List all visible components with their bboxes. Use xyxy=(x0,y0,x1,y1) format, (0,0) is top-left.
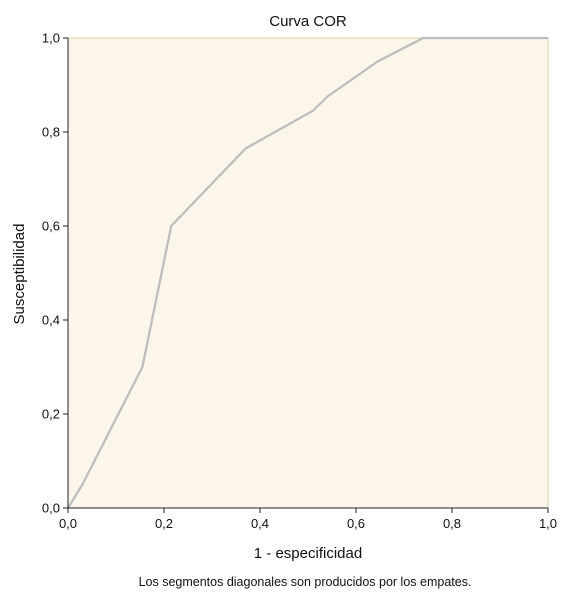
x-tick-label: 0,4 xyxy=(251,516,269,531)
roc-curve-line xyxy=(67,36,548,509)
chart-axes: 0,0 0,2 0,4 0,6 0,8 1,0 0,0 0,2 0,4 0,6 0,8 1,0 xyxy=(42,31,557,532)
x-tick-label: 1,0 xyxy=(539,516,557,531)
x-tick-label: 0,6 xyxy=(347,516,365,531)
x-axis-title: 1 - especificidad xyxy=(254,545,362,562)
chart-marks xyxy=(67,36,548,509)
x-tick-label: 0,8 xyxy=(443,516,461,531)
x-tick-label: 0,2 xyxy=(155,516,173,531)
y-axis-title: Susceptibilidad xyxy=(11,224,28,325)
y-tick-label: 0,8 xyxy=(42,125,60,140)
chart-title: Curva COR xyxy=(269,13,347,30)
x-tick-label: 0,0 xyxy=(59,516,77,531)
y-tick-label: 0,2 xyxy=(42,407,60,422)
y-tick-label: 0,0 xyxy=(42,501,60,516)
y-tick-label: 0,6 xyxy=(42,219,60,234)
plot-area xyxy=(67,37,549,509)
y-tick-label: 1,0 xyxy=(42,31,60,46)
chart-footnote: Los segmentos diagonales son producidos … xyxy=(139,575,472,589)
y-tick-label: 0,4 xyxy=(42,313,60,328)
